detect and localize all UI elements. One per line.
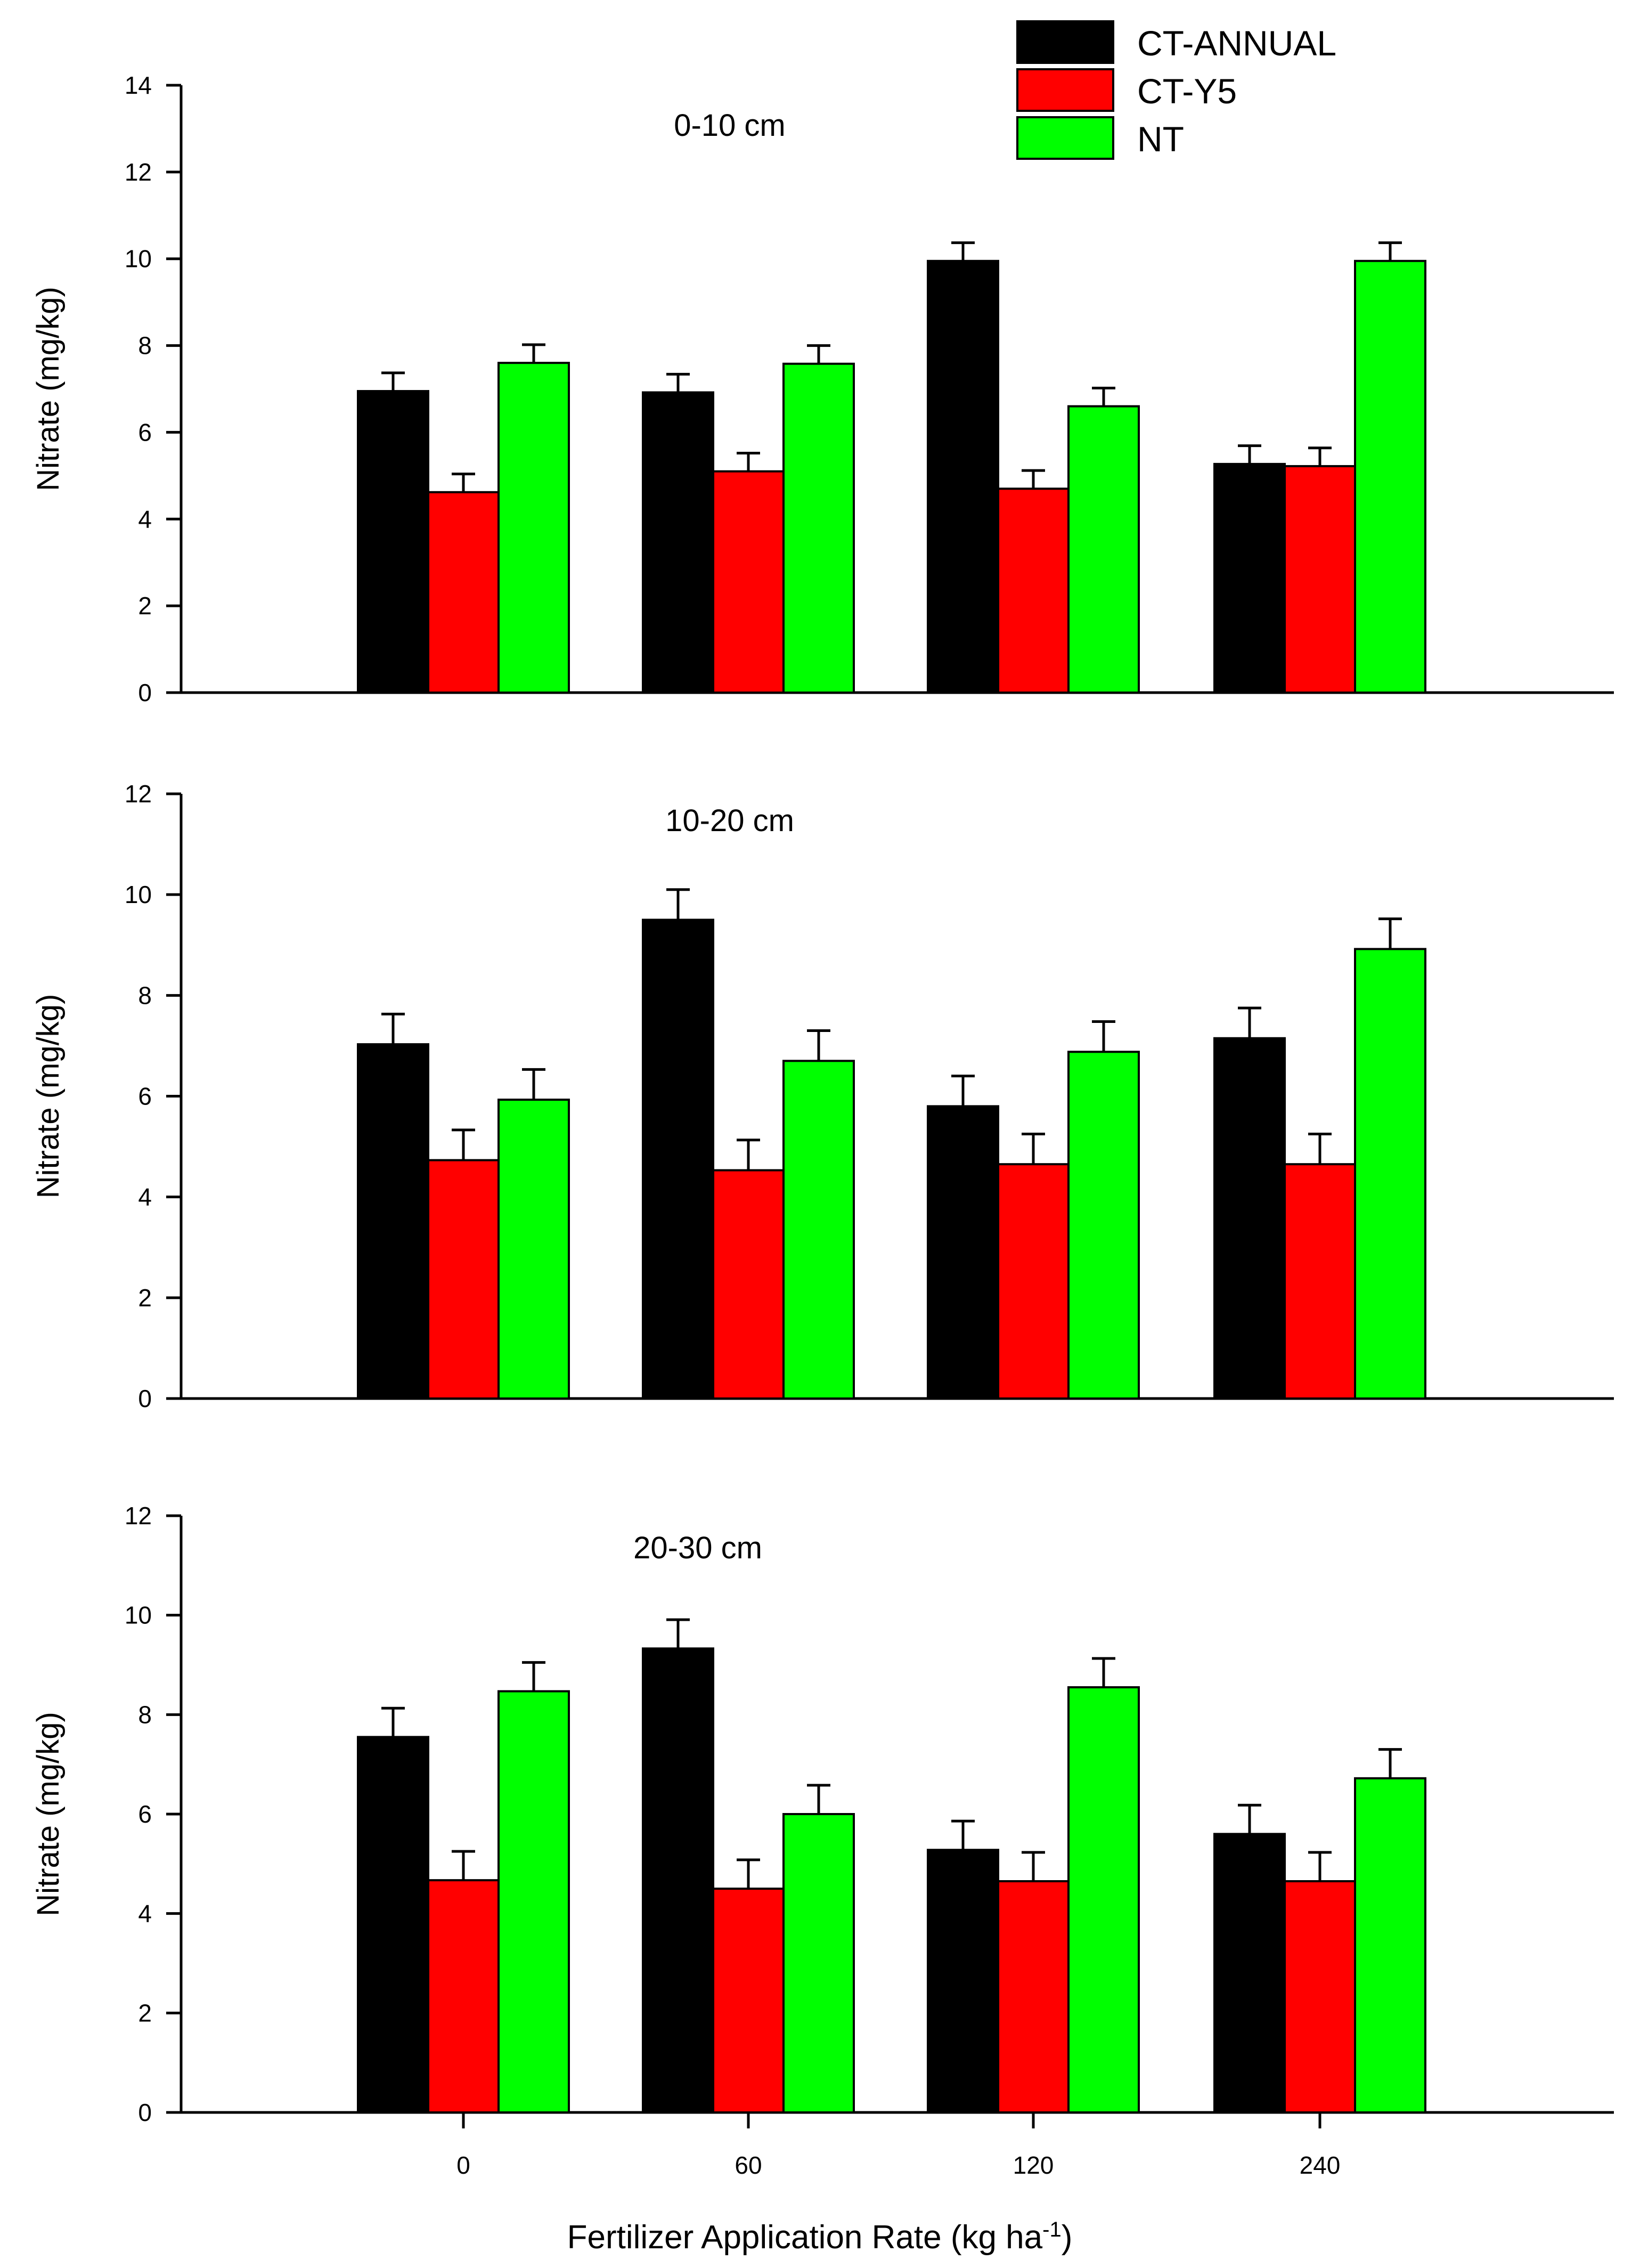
panel-1: 0 2 4 6 8 10 12 Nitrate (mg/kg) 10-20 cm [31,780,1614,1412]
y-tick-label: 4 [138,1183,152,1211]
bar-ct-annual-120 [927,1105,999,1400]
y-tick-label: 4 [138,505,152,533]
bar-ct-y5-0 [427,1879,500,2113]
bar-ct-y5-0 [427,491,500,694]
legend-label: CT-Y5 [1137,71,1237,111]
y-tick-label: 10 [125,245,152,273]
legend-swatch-nt [1016,116,1114,160]
y-tick-label: 8 [138,332,152,360]
bar-nt-60 [782,1060,855,1400]
bar-ct-annual-0 [357,1043,429,1400]
bar-nt-120 [1067,1686,1140,2113]
bar-ct-y5-60 [712,470,785,694]
panel-2: 0 2 4 6 8 10 12 Nitrate (mg/kg) 20-30 cm 0 60 120 24… [31,1502,1614,2179]
y-tick-label: 4 [138,1900,152,1928]
bar-ct-y5-120 [997,1880,1070,2113]
y-tick-label: 14 [125,71,152,99]
legend-swatch-ct-y5 [1016,68,1114,112]
x-axis-label-main: Fertilizer Application Rate (kg ha [567,2219,1043,2256]
legend: CT-ANNUAL CT-Y5 NT [1016,20,1336,160]
bar-ct-y5-240 [1284,1880,1356,2113]
panel-0: 0 2 4 6 8 10 12 14 Nitrate (mg/kg) 0-10 cm [31,71,1614,706]
x-tick-label: 240 [1300,2151,1341,2179]
bar-ct-y5-60 [712,1169,785,1400]
y-axis-label: Nitrate (mg/kg) [31,1712,66,1916]
y-tick-label: 0 [138,679,152,706]
bar-ct-annual-0 [357,1736,429,2113]
bar-nt-120 [1067,1051,1140,1400]
bar-nt-240 [1354,259,1426,694]
bar-ct-annual-60 [642,918,714,1400]
x-axis-label: Fertilizer Application Rate (kg ha-1) [567,2218,1073,2256]
bar-nt-0 [497,362,570,694]
legend-label: CT-ANNUAL [1137,23,1336,63]
bar-nt-120 [1067,405,1140,694]
legend-swatch-ct-annual [1016,20,1114,64]
panel-title: 10-20 cm [665,803,794,838]
y-tick-label: 2 [138,1999,152,2027]
y-tick-label: 10 [125,881,152,908]
x-tick-label: 120 [1013,2151,1054,2179]
bar-ct-annual-60 [642,391,714,694]
bar-ct-y5-120 [997,1163,1070,1400]
y-tick-label: 8 [138,981,152,1009]
y-tick-label: 6 [138,418,152,446]
bar-ct-annual-120 [927,259,999,694]
y-tick-label: 12 [125,158,152,186]
bar-ct-annual-240 [1213,1037,1286,1400]
y-tick-label: 0 [138,1385,152,1412]
bar-nt-240 [1354,948,1426,1400]
bar-ct-annual-60 [642,1647,714,2113]
x-axis-label-sup: -1 [1042,2218,1062,2241]
y-tick-label: 10 [125,1602,152,1629]
chart-panels: 0 2 4 6 8 10 12 14 Nitrate (mg/kg) 0-10 cm 0 2 4 6 8 10… [31,71,1614,2179]
bar-ct-annual-240 [1213,1833,1286,2113]
y-tick-label: 0 [138,2099,152,2126]
y-tick-label: 6 [138,1083,152,1110]
bar-nt-0 [497,1690,570,2113]
legend-label: NT [1137,119,1184,159]
bar-ct-y5-60 [712,1888,785,2113]
y-axis-label: Nitrate (mg/kg) [31,287,66,491]
y-tick-label: 2 [138,1284,152,1312]
y-axis-label: Nitrate (mg/kg) [31,994,66,1199]
x-tick-label: 60 [735,2151,762,2179]
bar-ct-y5-0 [427,1159,500,1400]
y-tick-label: 2 [138,592,152,620]
bar-nt-240 [1354,1777,1426,2114]
bar-nt-60 [782,362,855,694]
y-tick-label: 12 [125,1502,152,1530]
bar-ct-annual-120 [927,1849,999,2113]
panel-title: 0-10 cm [674,108,786,143]
bar-ct-y5-240 [1284,1163,1356,1400]
bar-ct-annual-240 [1213,462,1286,694]
y-tick-label: 8 [138,1701,152,1728]
bar-ct-annual-0 [357,390,429,694]
x-tick-label: 0 [456,2151,470,2179]
bar-ct-y5-120 [997,487,1070,694]
panel-title: 20-30 cm [633,1531,762,1565]
bar-nt-0 [497,1099,570,1400]
bar-nt-60 [782,1813,855,2113]
x-axis-label-end: ) [1062,2219,1073,2256]
y-tick-label: 6 [138,1800,152,1828]
bar-ct-y5-240 [1284,465,1356,694]
y-tick-label: 12 [125,780,152,808]
